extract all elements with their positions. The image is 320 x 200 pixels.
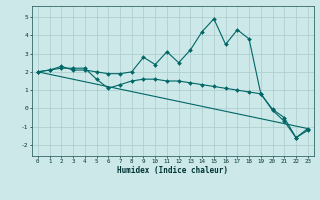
X-axis label: Humidex (Indice chaleur): Humidex (Indice chaleur): [117, 166, 228, 175]
